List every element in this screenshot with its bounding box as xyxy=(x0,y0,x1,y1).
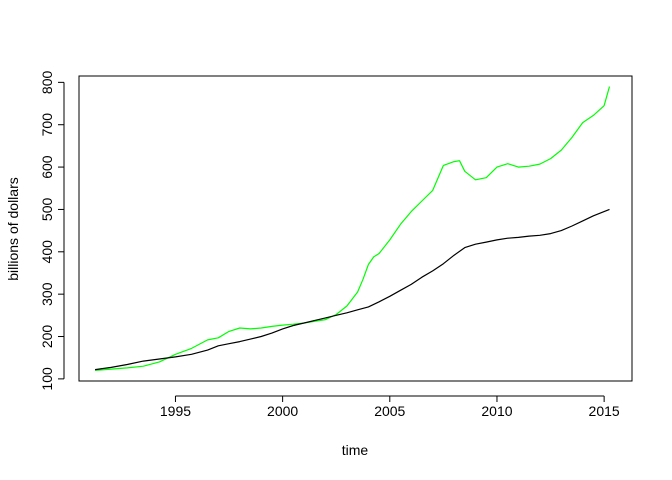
y-axis: 100 200 300 400 500 600 700 800 xyxy=(39,71,65,391)
x-axis-title: time xyxy=(342,442,369,458)
x-tick-label: 2010 xyxy=(481,403,512,419)
series-line-0 xyxy=(95,86,611,371)
plot-frame xyxy=(78,75,633,382)
y-tick-label: 100 xyxy=(39,367,55,391)
y-tick-label: 700 xyxy=(39,113,55,137)
y-tick-label: 500 xyxy=(39,198,55,222)
x-tick-label: 2005 xyxy=(374,403,405,419)
x-tick-label: 2000 xyxy=(267,403,298,419)
y-tick-label: 800 xyxy=(39,71,55,95)
series-line-1 xyxy=(95,208,610,371)
y-tick-label: 400 xyxy=(39,240,55,264)
y-axis-title: billions of dollars xyxy=(5,177,21,281)
x-axis: 1995 2000 2005 2010 2015 xyxy=(160,395,620,419)
series-layer xyxy=(95,86,611,371)
y-tick-label: 200 xyxy=(39,325,55,349)
y-tick-label: 300 xyxy=(39,282,55,306)
x-tick-label: 2015 xyxy=(589,403,620,419)
y-tick-label: 600 xyxy=(39,155,55,179)
x-tick-label: 1995 xyxy=(160,403,191,419)
